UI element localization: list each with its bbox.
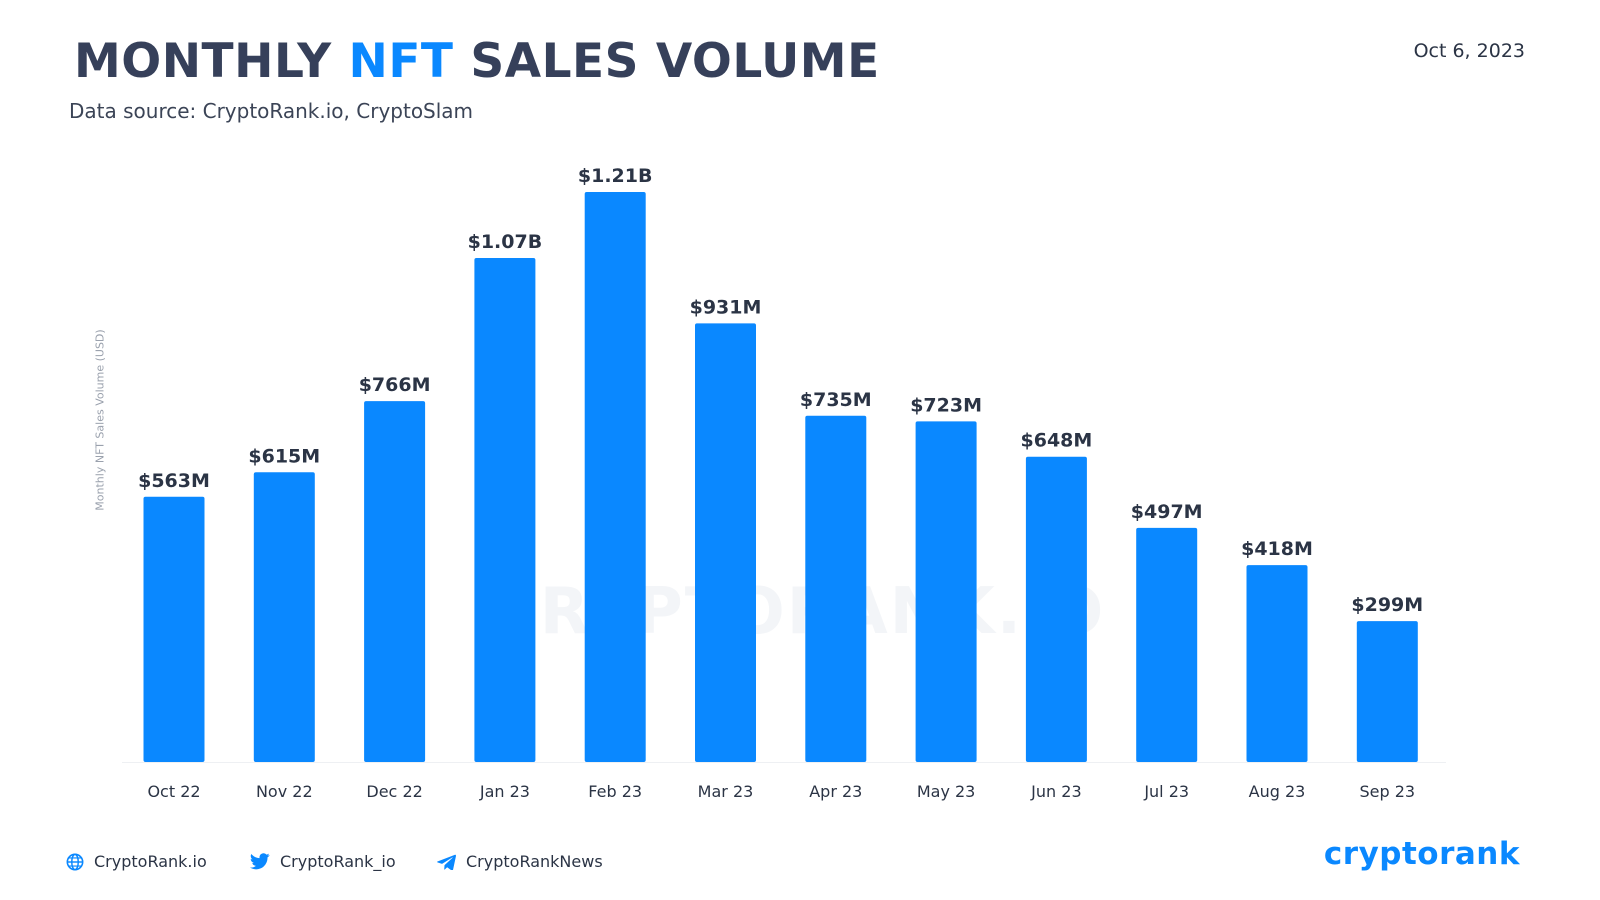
- data-label: $497M: [1131, 501, 1203, 523]
- x-tick-label: Jan 23: [479, 782, 530, 801]
- x-tick-label: Aug 23: [1249, 782, 1306, 801]
- telegram-label: CryptoRankNews: [466, 852, 603, 871]
- data-label: $1.07B: [468, 231, 543, 253]
- data-source: Data source: CryptoRank.io, CryptoSlam: [69, 99, 474, 123]
- twitter-icon: [250, 853, 270, 870]
- data-label: $735M: [800, 389, 872, 411]
- data-label: $418M: [1241, 538, 1313, 560]
- bar-nov-22: [253, 472, 315, 762]
- data-label: $615M: [248, 445, 320, 467]
- footer-website[interactable]: CryptoRank.io: [66, 852, 207, 871]
- bar-apr-23: [805, 415, 867, 762]
- x-tick-label: Sep 23: [1359, 782, 1415, 801]
- website-label: CryptoRank.io: [94, 852, 207, 871]
- x-tick-label: Mar 23: [698, 782, 754, 801]
- data-label: $766M: [359, 374, 431, 396]
- x-tick-label: Oct 22: [147, 782, 200, 801]
- data-label: $931M: [690, 296, 762, 318]
- x-tick-label: Jul 23: [1143, 782, 1189, 801]
- bar-oct-22: [143, 496, 205, 762]
- bar-mar-23: [695, 323, 756, 762]
- bar-jun-23: [1025, 456, 1087, 762]
- data-label: $1.21B: [578, 165, 653, 187]
- x-tick-label: Nov 22: [256, 782, 313, 801]
- bar-may-23: [915, 421, 977, 762]
- title-accent: NFT: [348, 34, 454, 89]
- globe-icon: [66, 853, 84, 870]
- brand-logo: cryptorank: [1323, 836, 1520, 872]
- twitter-label: CryptoRank_io: [280, 852, 396, 871]
- bar-jan-23: [474, 257, 536, 762]
- data-label: $299M: [1351, 594, 1423, 616]
- data-label: $723M: [910, 394, 982, 416]
- bar-jul-23: [1136, 527, 1198, 762]
- x-tick-label: Feb 23: [588, 782, 642, 801]
- bar-sep-23: [1356, 621, 1418, 762]
- footer-twitter[interactable]: CryptoRank_io: [250, 852, 396, 871]
- x-tick-label: Jun 23: [1030, 782, 1081, 801]
- telegram-icon: [437, 854, 456, 870]
- footer-telegram[interactable]: CryptoRankNews: [437, 852, 603, 871]
- title-part-1: MONTHLY: [74, 34, 349, 89]
- title-part-2: SALES VOLUME: [453, 34, 880, 89]
- x-tick-label: Apr 23: [809, 782, 862, 801]
- report-date: Oct 6, 2023: [1413, 40, 1525, 62]
- x-tick-label: May 23: [917, 782, 976, 801]
- bar-dec-22: [364, 401, 426, 762]
- bar-feb-23: [584, 192, 646, 762]
- data-label: $563M: [138, 470, 210, 492]
- x-tick-label: Dec 22: [366, 782, 422, 801]
- data-label: $648M: [1021, 430, 1093, 452]
- bar-aug-23: [1246, 565, 1308, 762]
- chart-title: MONTHLY NFT SALES VOLUME: [74, 34, 880, 89]
